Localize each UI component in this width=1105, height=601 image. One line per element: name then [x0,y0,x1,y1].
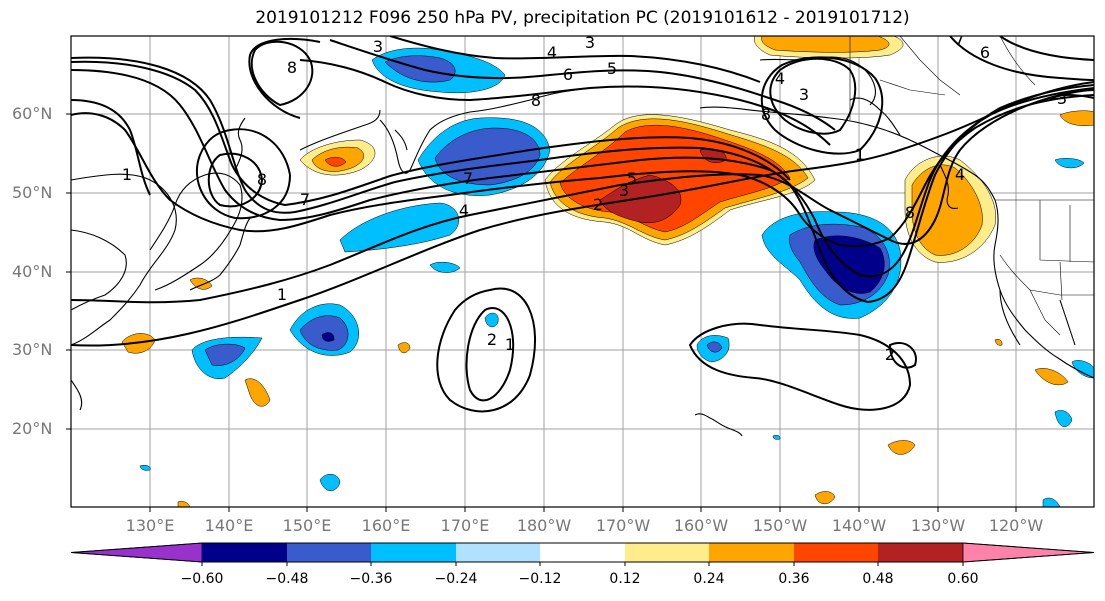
contour-label: 8 [761,105,771,124]
colorbar-tick-label: −0.36 [349,571,393,587]
lon-label: 130°W [910,516,966,535]
contour-label: 4 [459,201,469,220]
contour-label: 3 [585,33,595,52]
colorbar-tick-label: −0.48 [265,571,309,587]
pv-contour [465,307,515,402]
axis-ticks [66,113,1017,512]
lat-label-50n: 50°N [12,183,53,202]
coastlines [71,56,1094,437]
contour-label: 1 [505,335,515,354]
pv-contour [999,36,1094,61]
pv-contour [329,39,836,131]
lat-label-40n: 40°N [12,262,53,281]
colorbar-tick-label: 0.60 [947,571,979,587]
contour-label: 3 [373,37,383,56]
lon-label: 170°W [595,516,651,535]
colorbar-tick-label: 0.24 [693,571,725,587]
contour-label: 6 [980,43,990,62]
pv-contour [71,69,1094,278]
asia-coast [71,173,177,346]
pv-contour [71,89,1094,304]
pv-contour [71,81,1094,347]
contour-label: 7 [955,29,965,48]
colorbar-tick-label: 0.36 [778,571,810,587]
graticule [71,36,1094,507]
pv-contours [71,36,1094,413]
lon-label: 150°E [282,516,332,535]
lon-label: 170°E [440,516,490,535]
contour-label: 2 [487,330,497,349]
lon-label: 140°W [831,516,887,535]
pv-contour [688,322,912,411]
lon-label: 160°W [673,516,729,535]
pv-contour [71,94,1094,248]
contour-label: 4 [547,43,557,62]
pv-contour [195,128,292,220]
lon-label: 130°E [125,516,175,535]
contour-label: 4 [775,69,785,88]
contour-label: 1 [277,285,287,304]
pv-contour [71,56,1094,304]
pv-contour [71,99,151,196]
contour-label: 5 [607,59,617,78]
colorbar-tick-label: −0.24 [434,571,478,587]
contour-label: 8 [905,203,915,222]
contour-label: 4 [955,165,965,184]
political-boundaries [849,36,1094,336]
pv-contour [769,57,857,135]
contour-label: 3 [799,85,809,104]
north-america-coast [993,199,1094,379]
lon-label: 140°E [204,516,254,535]
lon-label: 120°W [988,516,1044,535]
pv-contour [207,152,264,208]
colorbar-tick-label: −0.60 [180,571,224,587]
alaska-coast [699,106,996,201]
kamchatka [379,89,576,174]
pv-contour [389,36,761,83]
pv-contour [71,60,791,207]
contour-label: 8 [287,58,297,77]
contour-label: 3 [1057,89,1067,108]
pv-contour [760,56,884,155]
lat-label-20n: 20°N [12,419,53,438]
page-title: 2019101212 F096 250 hPa PV, precipitatio… [255,8,910,28]
contour-label: 5 [627,169,637,188]
colorbar-tick-label: −0.12 [518,571,562,587]
contour-label: 7 [300,190,310,209]
contour-label: 8 [531,91,541,110]
pv-contour [1049,93,1094,101]
contour-label: 1 [122,165,132,184]
lon-label: 150°W [752,516,808,535]
pv-contour [248,37,321,119]
contour-label: 3 [619,181,629,200]
pv-contour [888,342,917,369]
contour-label: 7 [463,169,473,188]
contour-label: 8 [257,170,267,189]
lon-label: 180°W [516,516,572,535]
pv-contour [436,287,536,413]
contour-labels: 3 4 6 5 8 8 4 3 3 6 7 7 8 7 1 4 2 3 5 1 … [122,29,1067,364]
pv-contour [250,40,314,107]
contour-label: 2 [593,195,603,214]
lat-label-60n: 60°N [12,104,53,123]
precip-shading [121,36,1094,507]
contour-label: 6 [563,65,573,84]
contour-label: 2 [885,345,895,364]
colorbar-tick-label: 0.48 [862,571,894,587]
pv-contour [299,59,831,146]
colorbar-tick-label: 0.12 [609,571,641,587]
pv-contour [949,36,1094,81]
lon-label: 160°E [361,516,411,535]
contour-label: 1 [855,145,865,164]
lat-label-30n: 30°N [12,340,53,359]
